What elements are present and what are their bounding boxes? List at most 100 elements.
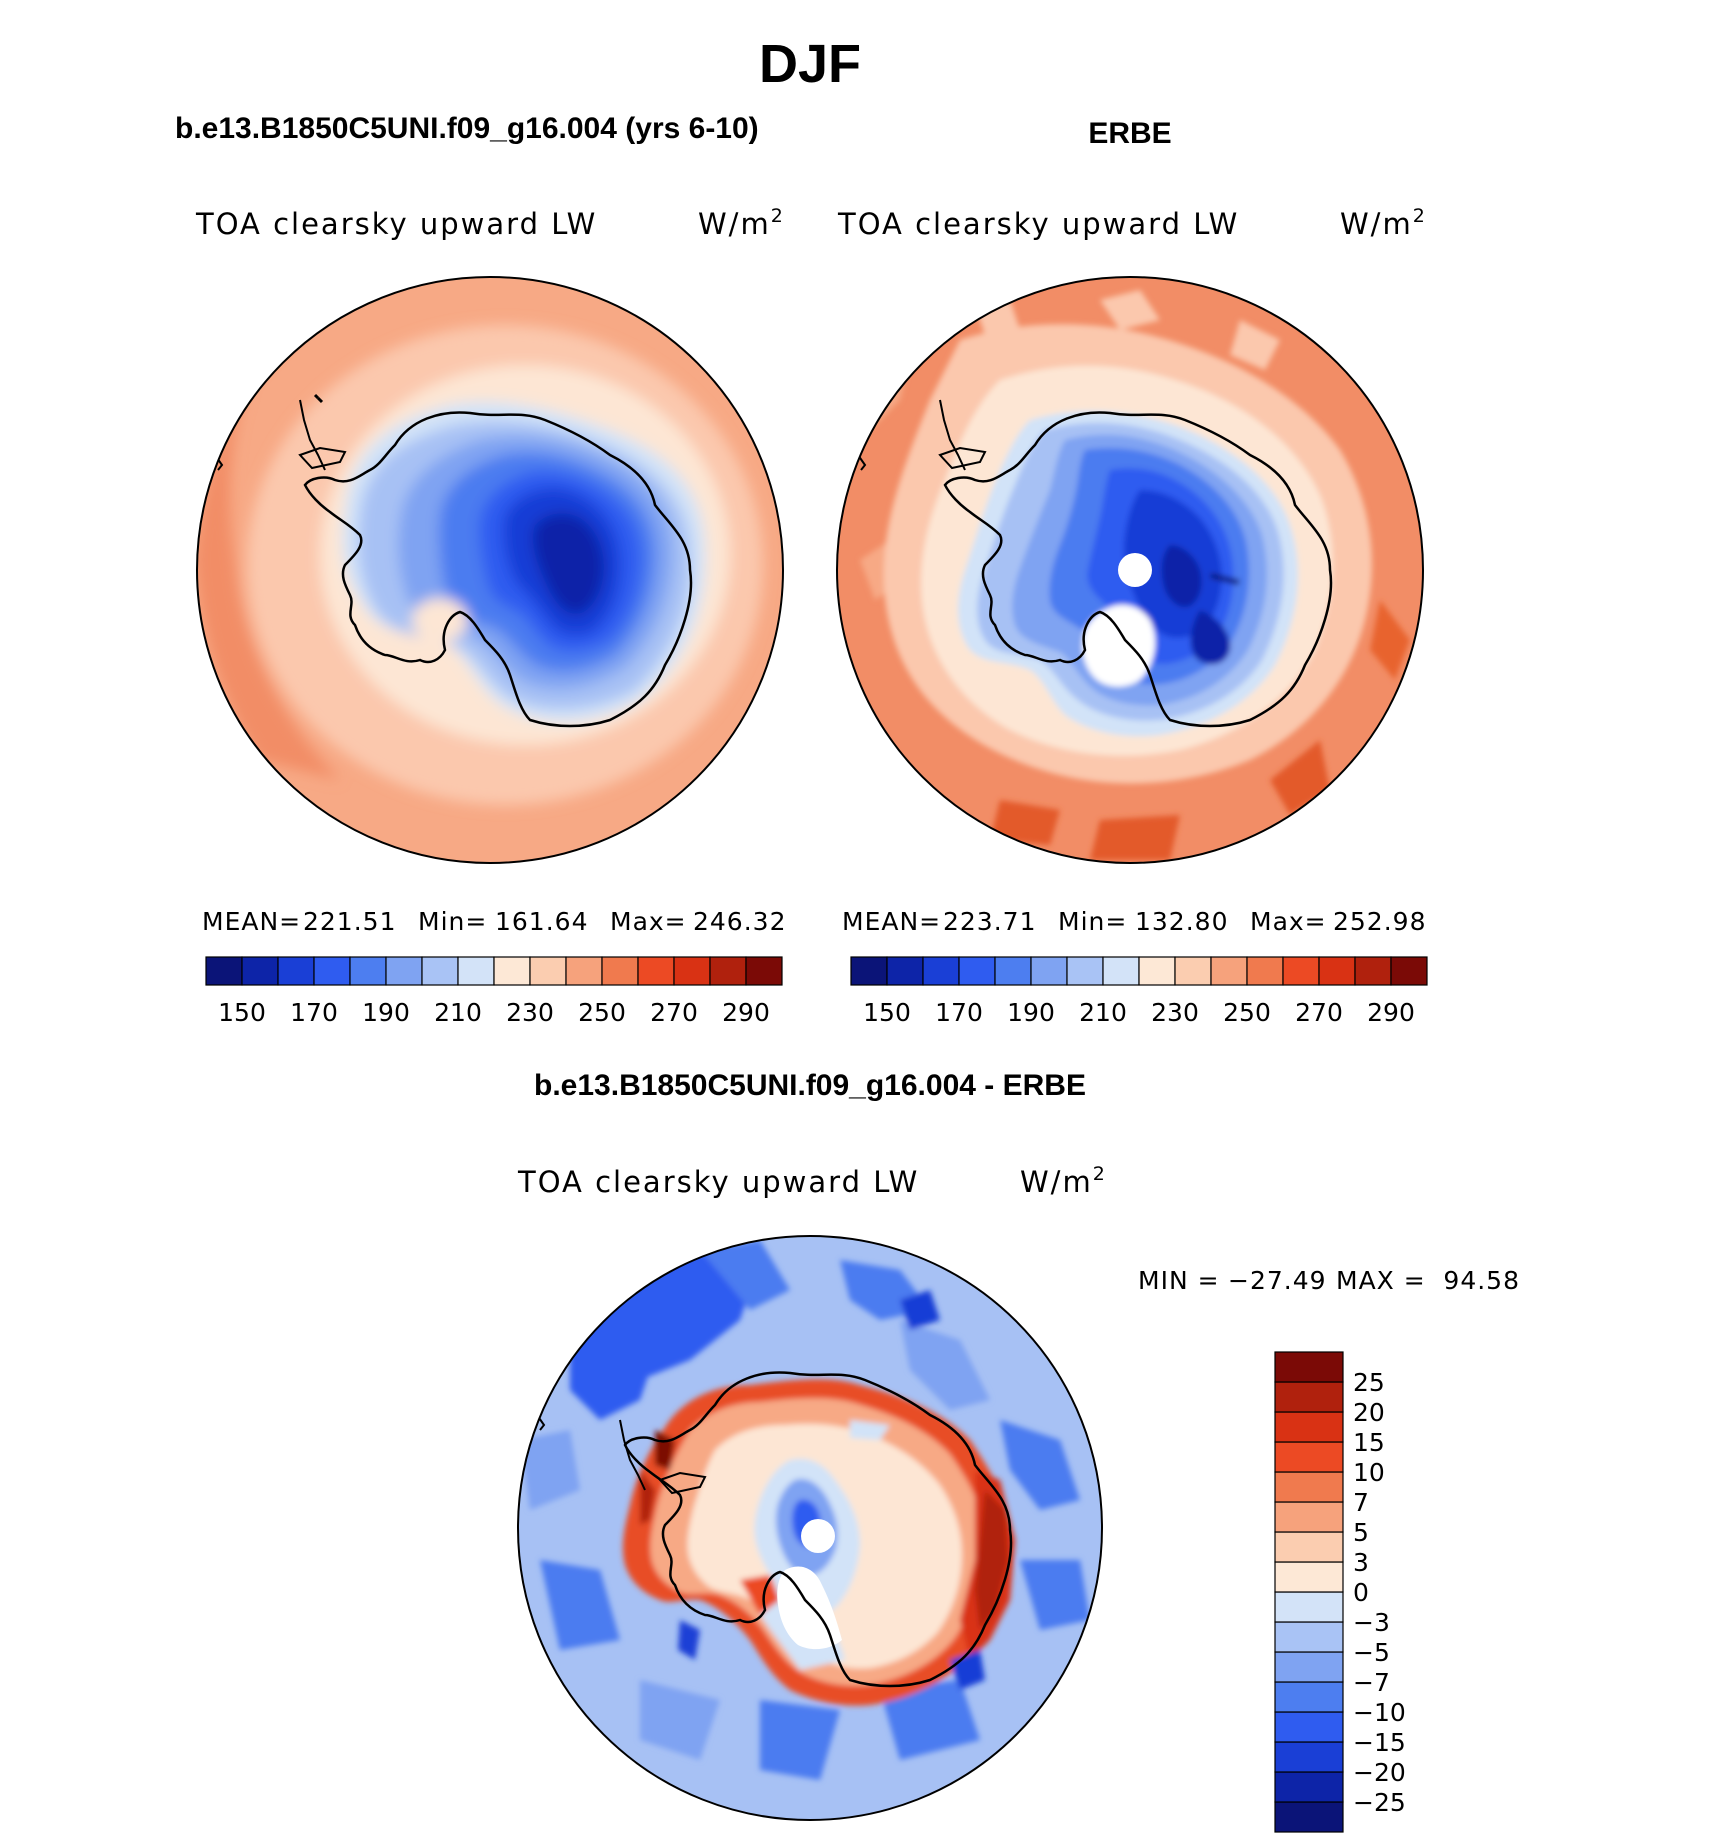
colorbar-tick-label: 170 — [290, 998, 338, 1027]
colorbar-tick-label: −7 — [1353, 1668, 1390, 1697]
colorbar-swatch — [565, 956, 603, 986]
stat-max-label-diff: MAX = — [1336, 1266, 1426, 1295]
colorbar-tick-label: 190 — [362, 998, 410, 1027]
colorbar-tick-label: 10 — [1353, 1458, 1385, 1487]
colorbar-swatch — [1274, 1591, 1344, 1623]
colorbar-tick-label: 5 — [1353, 1518, 1369, 1547]
colorbar-swatch — [1274, 1351, 1344, 1383]
colorbar-swatch — [349, 956, 387, 986]
colorbar-swatch — [1274, 1801, 1344, 1833]
colorbar-tick-label: −3 — [1353, 1608, 1390, 1637]
antarctica-coastline-obs — [943, 411, 1333, 728]
colorbar-tick-label: 230 — [1151, 998, 1199, 1027]
stat-max-value-diff: 94.58 — [1443, 1266, 1520, 1295]
variable-label-obs: TOA clearsky upward LW — [837, 207, 1239, 241]
colorbar-swatch — [1274, 1381, 1344, 1413]
colorbar-tick-label: 3 — [1353, 1548, 1369, 1577]
colorbar-swatch — [421, 956, 459, 986]
map-model — [197, 277, 783, 863]
colorbar-tick-label: 0 — [1353, 1578, 1369, 1607]
stat-mean-label-obs: MEAN= — [842, 907, 941, 936]
colorbar-tick-label: 150 — [218, 998, 266, 1027]
figure-title: DJF — [759, 34, 861, 94]
colorbar-swatch — [1354, 956, 1392, 986]
colorbar-swatch — [493, 956, 531, 986]
colorbar-swatch — [886, 956, 924, 986]
stat-max-value-obs: 252.98 — [1333, 907, 1426, 936]
colorbar-swatch — [1210, 956, 1248, 986]
colorbar-swatch — [958, 956, 996, 986]
colorbar-tick-label: 290 — [1367, 998, 1415, 1027]
colorbar-tick-label: −5 — [1353, 1638, 1390, 1667]
units-exponent-diff: 2 — [1093, 1163, 1107, 1185]
antarctica-coastline-model — [303, 411, 693, 728]
colorbar-tick-label: 170 — [935, 998, 983, 1027]
colorbar-tick-label: 7 — [1353, 1488, 1369, 1517]
colorbar-tick-label: 15 — [1353, 1428, 1385, 1457]
colorbar-tick-label: 230 — [506, 998, 554, 1027]
colorbar-swatch — [1274, 1771, 1344, 1803]
colorbar-swatch — [1274, 1531, 1344, 1563]
map-obs — [837, 277, 1423, 863]
panel-title-obs: ERBE — [1088, 117, 1171, 150]
colorbar-swatch — [1246, 956, 1284, 986]
colorbar-swatch — [1282, 956, 1320, 986]
colorbar-tick-label: 20 — [1353, 1398, 1385, 1427]
colorbar-tick-label: −10 — [1353, 1698, 1406, 1727]
stat-min-value-diff: −27.49 — [1228, 1266, 1327, 1295]
colorbar-swatch — [205, 956, 243, 986]
colorbar-swatch — [1066, 956, 1104, 986]
colorbar-swatch — [922, 956, 960, 986]
colorbar-tick-label: 190 — [1007, 998, 1055, 1027]
colorbar-swatch — [1274, 1471, 1344, 1503]
colorbar-swatch — [1274, 1501, 1344, 1533]
colorbar-tick-label: −15 — [1353, 1728, 1406, 1757]
units-label-obs: W/m2 — [1340, 205, 1427, 241]
stat-min-value-obs: 132.80 — [1135, 907, 1228, 936]
stat-min-label-model: Min= — [418, 907, 487, 936]
colorbar-tick-label: 150 — [863, 998, 911, 1027]
colorbar-swatch — [1274, 1711, 1344, 1743]
colorbar-swatch — [1274, 1561, 1344, 1593]
stat-mean-value-model: 221.51 — [303, 907, 396, 936]
colorbar-swatch — [313, 956, 351, 986]
colorbar-swatch — [1390, 956, 1428, 986]
colorbar-tick-label: −20 — [1353, 1758, 1406, 1787]
colorbar-swatch — [1318, 956, 1356, 986]
colorbar-swatch — [1274, 1621, 1344, 1653]
colorbar-swatch — [1274, 1741, 1344, 1773]
colorbar-swatch — [1274, 1441, 1344, 1473]
colorbar-tick-label: 250 — [1223, 998, 1271, 1027]
colorbar-swatch — [1174, 956, 1212, 986]
colorbar-tick-label: −25 — [1353, 1788, 1406, 1817]
map-boundary-model — [196, 276, 784, 864]
colorbar-model: 150 170 190 210 230 250 270 290 — [205, 956, 783, 1027]
colorbar-swatch — [1102, 956, 1140, 986]
panel-title-diff: b.e13.B1850C5UNI.f09_g16.004 - ERBE — [534, 1069, 1086, 1102]
stat-mean-label-model: MEAN= — [202, 907, 301, 936]
panel-title-model: b.e13.B1850C5UNI.f09_g16.004 (yrs 6-10) — [175, 112, 759, 145]
antarctica-coastline-diff — [623, 1371, 1013, 1688]
colorbar-tick-label: 250 — [578, 998, 626, 1027]
colorbar-swatch — [850, 956, 888, 986]
stat-max-label-model: Max= — [610, 907, 687, 936]
colorbar-swatch — [1138, 956, 1176, 986]
stat-min-value-model: 161.64 — [495, 907, 588, 936]
map-boundary-obs — [836, 276, 1424, 864]
colorbar-swatch — [673, 956, 711, 986]
units-label-model: W/m2 — [698, 205, 785, 241]
variable-label-diff: TOA clearsky upward LW — [517, 1165, 919, 1199]
stat-max-value-model: 246.32 — [693, 907, 786, 936]
stat-min-label-obs: Min= — [1058, 907, 1127, 936]
colorbar-swatch — [745, 956, 783, 986]
map-diff — [518, 1236, 1102, 1820]
colorbar-swatch — [385, 956, 423, 986]
units-label-diff: W/m2 — [1020, 1163, 1107, 1199]
colorbar-tick-label: 210 — [434, 998, 482, 1027]
stat-min-label-diff: MIN = — [1138, 1266, 1220, 1295]
variable-label-model: TOA clearsky upward LW — [195, 207, 597, 241]
stat-mean-value-obs: 223.71 — [943, 907, 1036, 936]
colorbar-swatch — [709, 956, 747, 986]
